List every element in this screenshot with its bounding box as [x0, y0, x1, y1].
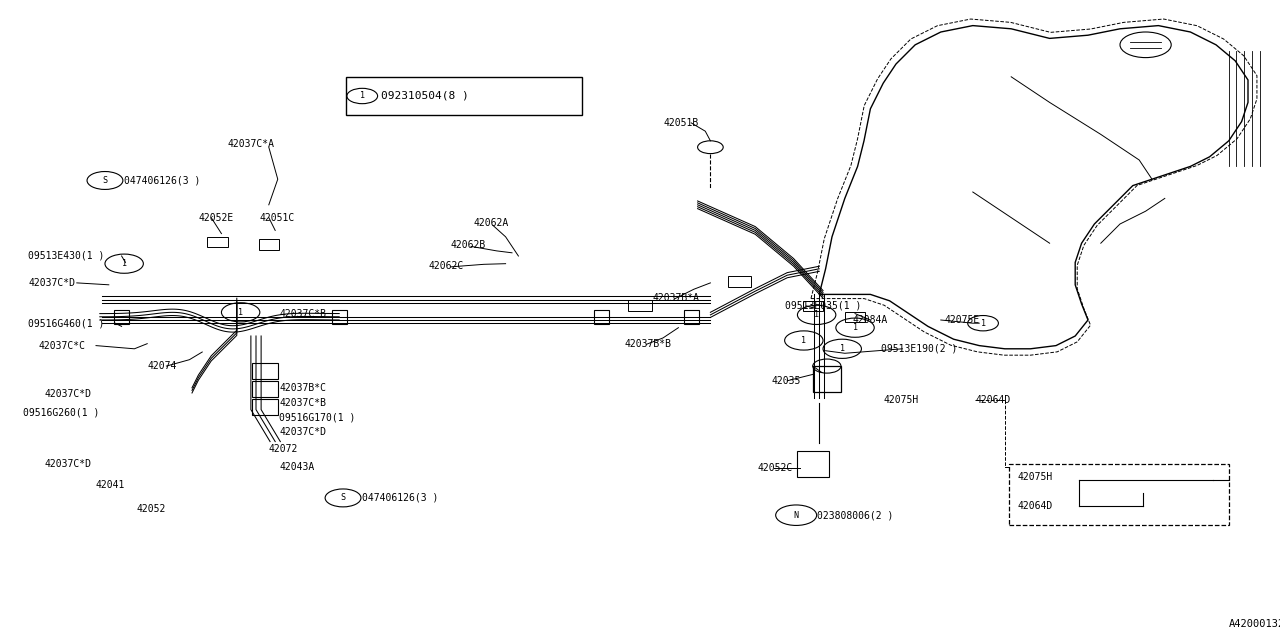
Text: 42037C*D: 42037C*D	[45, 459, 92, 469]
Text: 42052C: 42052C	[758, 463, 794, 474]
Text: 42037C*D: 42037C*D	[28, 278, 76, 288]
Text: 1: 1	[122, 259, 127, 268]
Text: 42075H: 42075H	[1018, 472, 1053, 482]
Text: 42064D: 42064D	[975, 395, 1011, 405]
Text: 42052: 42052	[137, 504, 166, 514]
Text: 42051B: 42051B	[663, 118, 699, 128]
Bar	[803, 301, 823, 311]
Bar	[628, 300, 652, 311]
Bar	[252, 399, 278, 415]
Text: 42072: 42072	[269, 444, 298, 454]
Bar	[1009, 464, 1229, 525]
Bar	[207, 237, 228, 247]
Text: A420001322: A420001322	[1229, 619, 1280, 629]
Text: 092310504(8 ): 092310504(8 )	[381, 91, 470, 101]
Text: 42041: 42041	[96, 480, 125, 490]
Text: 42043A: 42043A	[279, 462, 315, 472]
Text: 42037B*C: 42037B*C	[279, 383, 326, 394]
Text: 42037C*B: 42037C*B	[279, 308, 326, 319]
Text: N: N	[794, 511, 799, 520]
Bar	[684, 310, 699, 324]
Text: 1: 1	[238, 308, 243, 317]
Text: 42037C*A: 42037C*A	[228, 139, 275, 149]
Text: 42084A: 42084A	[852, 315, 888, 325]
Text: 42035: 42035	[772, 376, 801, 386]
Text: 42037C*D: 42037C*D	[45, 388, 92, 399]
Text: 09513E190(2 ): 09513E190(2 )	[881, 344, 957, 354]
Bar	[252, 363, 278, 379]
Text: 1: 1	[360, 92, 365, 100]
Text: 047406126(3 ): 047406126(3 )	[124, 175, 201, 186]
Text: 09516G170(1 ): 09516G170(1 )	[279, 413, 356, 423]
Text: 1: 1	[801, 336, 806, 345]
Text: 09516G260(1 ): 09516G260(1 )	[23, 408, 100, 418]
Text: 42037B*A: 42037B*A	[653, 292, 700, 303]
Text: 023808006(2 ): 023808006(2 )	[817, 510, 893, 520]
Bar	[252, 381, 278, 397]
Bar	[728, 276, 751, 287]
Text: 42051C: 42051C	[260, 212, 296, 223]
Text: 42037C*C: 42037C*C	[38, 340, 86, 351]
Bar	[114, 310, 129, 324]
Bar	[259, 239, 279, 250]
Text: 1: 1	[852, 323, 858, 332]
Text: 42075E: 42075E	[945, 315, 980, 325]
Text: 42062B: 42062B	[451, 240, 486, 250]
Text: 42062C: 42062C	[429, 260, 465, 271]
Text: 09513E430(1 ): 09513E430(1 )	[28, 251, 105, 261]
Bar	[797, 451, 829, 477]
Text: 09513E035(1 ): 09513E035(1 )	[785, 301, 861, 311]
Text: 42075H: 42075H	[883, 395, 919, 405]
Text: 1: 1	[980, 319, 986, 328]
Text: S: S	[340, 493, 346, 502]
Bar	[813, 366, 841, 392]
Bar	[346, 77, 582, 115]
Text: 42037C*D: 42037C*D	[279, 427, 326, 437]
Text: 1: 1	[814, 310, 819, 319]
Text: 42052E: 42052E	[198, 212, 234, 223]
Bar	[594, 310, 609, 324]
Bar	[332, 310, 347, 324]
Text: 047406126(3 ): 047406126(3 )	[362, 493, 439, 503]
Text: 1: 1	[840, 344, 845, 353]
Bar	[845, 312, 865, 322]
Text: 09516G460(1 ): 09516G460(1 )	[28, 318, 105, 328]
Text: S: S	[102, 176, 108, 185]
Text: 42037B*B: 42037B*B	[625, 339, 672, 349]
Text: 42062A: 42062A	[474, 218, 509, 228]
Text: 42037C*B: 42037C*B	[279, 398, 326, 408]
Text: 42074: 42074	[147, 361, 177, 371]
Text: 42064D: 42064D	[1018, 500, 1053, 511]
